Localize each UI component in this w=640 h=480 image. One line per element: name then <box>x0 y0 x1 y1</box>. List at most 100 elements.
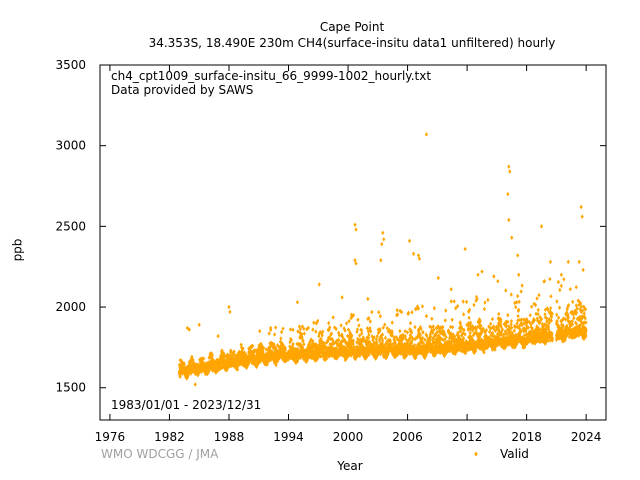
data-point <box>562 277 566 282</box>
y-tick-label: 3500 <box>55 58 86 72</box>
data-point <box>255 362 260 368</box>
data-point <box>301 338 305 343</box>
data-point <box>306 344 310 349</box>
data-point <box>235 367 240 372</box>
data-point <box>408 333 412 338</box>
data-point <box>420 304 425 309</box>
data-point <box>432 306 436 311</box>
x-tick-label: 1988 <box>214 430 245 444</box>
data-point <box>354 227 358 232</box>
data-point <box>373 349 377 355</box>
data-point <box>288 344 292 349</box>
data-point <box>398 328 402 334</box>
data-point <box>388 329 392 334</box>
data-point <box>444 308 448 313</box>
data-point <box>311 338 315 344</box>
data-point <box>305 346 310 351</box>
data-point <box>410 335 414 340</box>
data-point <box>382 237 386 242</box>
data-point <box>326 337 330 343</box>
data-point <box>202 356 206 361</box>
data-point <box>506 191 510 197</box>
data-point <box>342 345 347 350</box>
data-point <box>331 315 335 320</box>
data-point <box>438 350 442 355</box>
data-point <box>347 335 352 341</box>
legend-marker <box>474 451 478 457</box>
data-point <box>403 333 407 339</box>
data-point <box>429 334 433 339</box>
x-axis-label: Year <box>337 459 363 473</box>
data-point <box>288 327 293 332</box>
data-point <box>357 351 361 357</box>
data-point <box>436 336 441 342</box>
data-point <box>514 304 518 310</box>
data-point <box>529 304 534 309</box>
data-point <box>358 340 362 345</box>
data-point <box>435 329 439 335</box>
data-point <box>296 346 300 352</box>
data-point <box>320 333 324 338</box>
data-point <box>373 344 377 350</box>
data-point <box>385 355 389 360</box>
data-point <box>275 347 279 353</box>
data-point <box>405 330 410 335</box>
data-point <box>372 350 376 356</box>
data-point <box>373 340 377 346</box>
data-point <box>411 336 415 342</box>
data-point <box>390 333 394 338</box>
data-point <box>423 351 427 356</box>
data-point <box>508 169 512 174</box>
data-point <box>449 299 453 304</box>
data-point <box>364 339 368 345</box>
data-point <box>486 297 490 303</box>
data-point <box>356 317 360 322</box>
data-point <box>386 329 390 334</box>
data-point <box>398 341 402 346</box>
data-point <box>504 288 508 293</box>
data-point <box>328 336 332 342</box>
data-point <box>387 337 391 343</box>
data-point <box>289 337 294 343</box>
data-point <box>283 350 287 356</box>
data-point <box>413 342 417 348</box>
data-point <box>220 348 224 353</box>
data-point <box>430 328 434 333</box>
data-point <box>399 333 403 338</box>
data-point <box>421 335 425 341</box>
axis-ticks: 1976 1982 1988 1994 2000 2006 2012 2018 20241500… <box>55 58 606 444</box>
data-point <box>539 224 544 229</box>
data-point <box>362 338 366 343</box>
data-point <box>432 353 436 358</box>
data-point <box>509 292 513 297</box>
data-point <box>409 328 413 333</box>
data-point <box>510 235 514 240</box>
data-point <box>548 259 553 265</box>
data-point <box>581 267 585 273</box>
data-point <box>366 335 371 341</box>
data-point <box>360 331 364 336</box>
data-point <box>251 343 255 349</box>
data-point <box>298 355 303 361</box>
data-point <box>432 340 437 345</box>
data-point <box>517 299 521 304</box>
data-point <box>308 351 312 357</box>
data-point <box>528 313 532 318</box>
data-point <box>548 276 552 282</box>
y-tick-label: 1500 <box>55 381 86 395</box>
data-point <box>255 364 259 370</box>
data-point <box>267 331 271 336</box>
data-point <box>258 329 262 334</box>
data-point <box>258 346 262 352</box>
data-point <box>232 349 236 354</box>
data-point <box>320 353 325 358</box>
data-point <box>281 345 285 351</box>
x-tick-label: 2024 <box>571 430 602 444</box>
data-point <box>577 259 581 265</box>
data-point <box>571 299 575 305</box>
data-point <box>392 341 396 347</box>
data-point <box>556 315 561 320</box>
data-point <box>410 310 414 315</box>
data-point <box>316 355 320 360</box>
data-point <box>559 272 563 277</box>
